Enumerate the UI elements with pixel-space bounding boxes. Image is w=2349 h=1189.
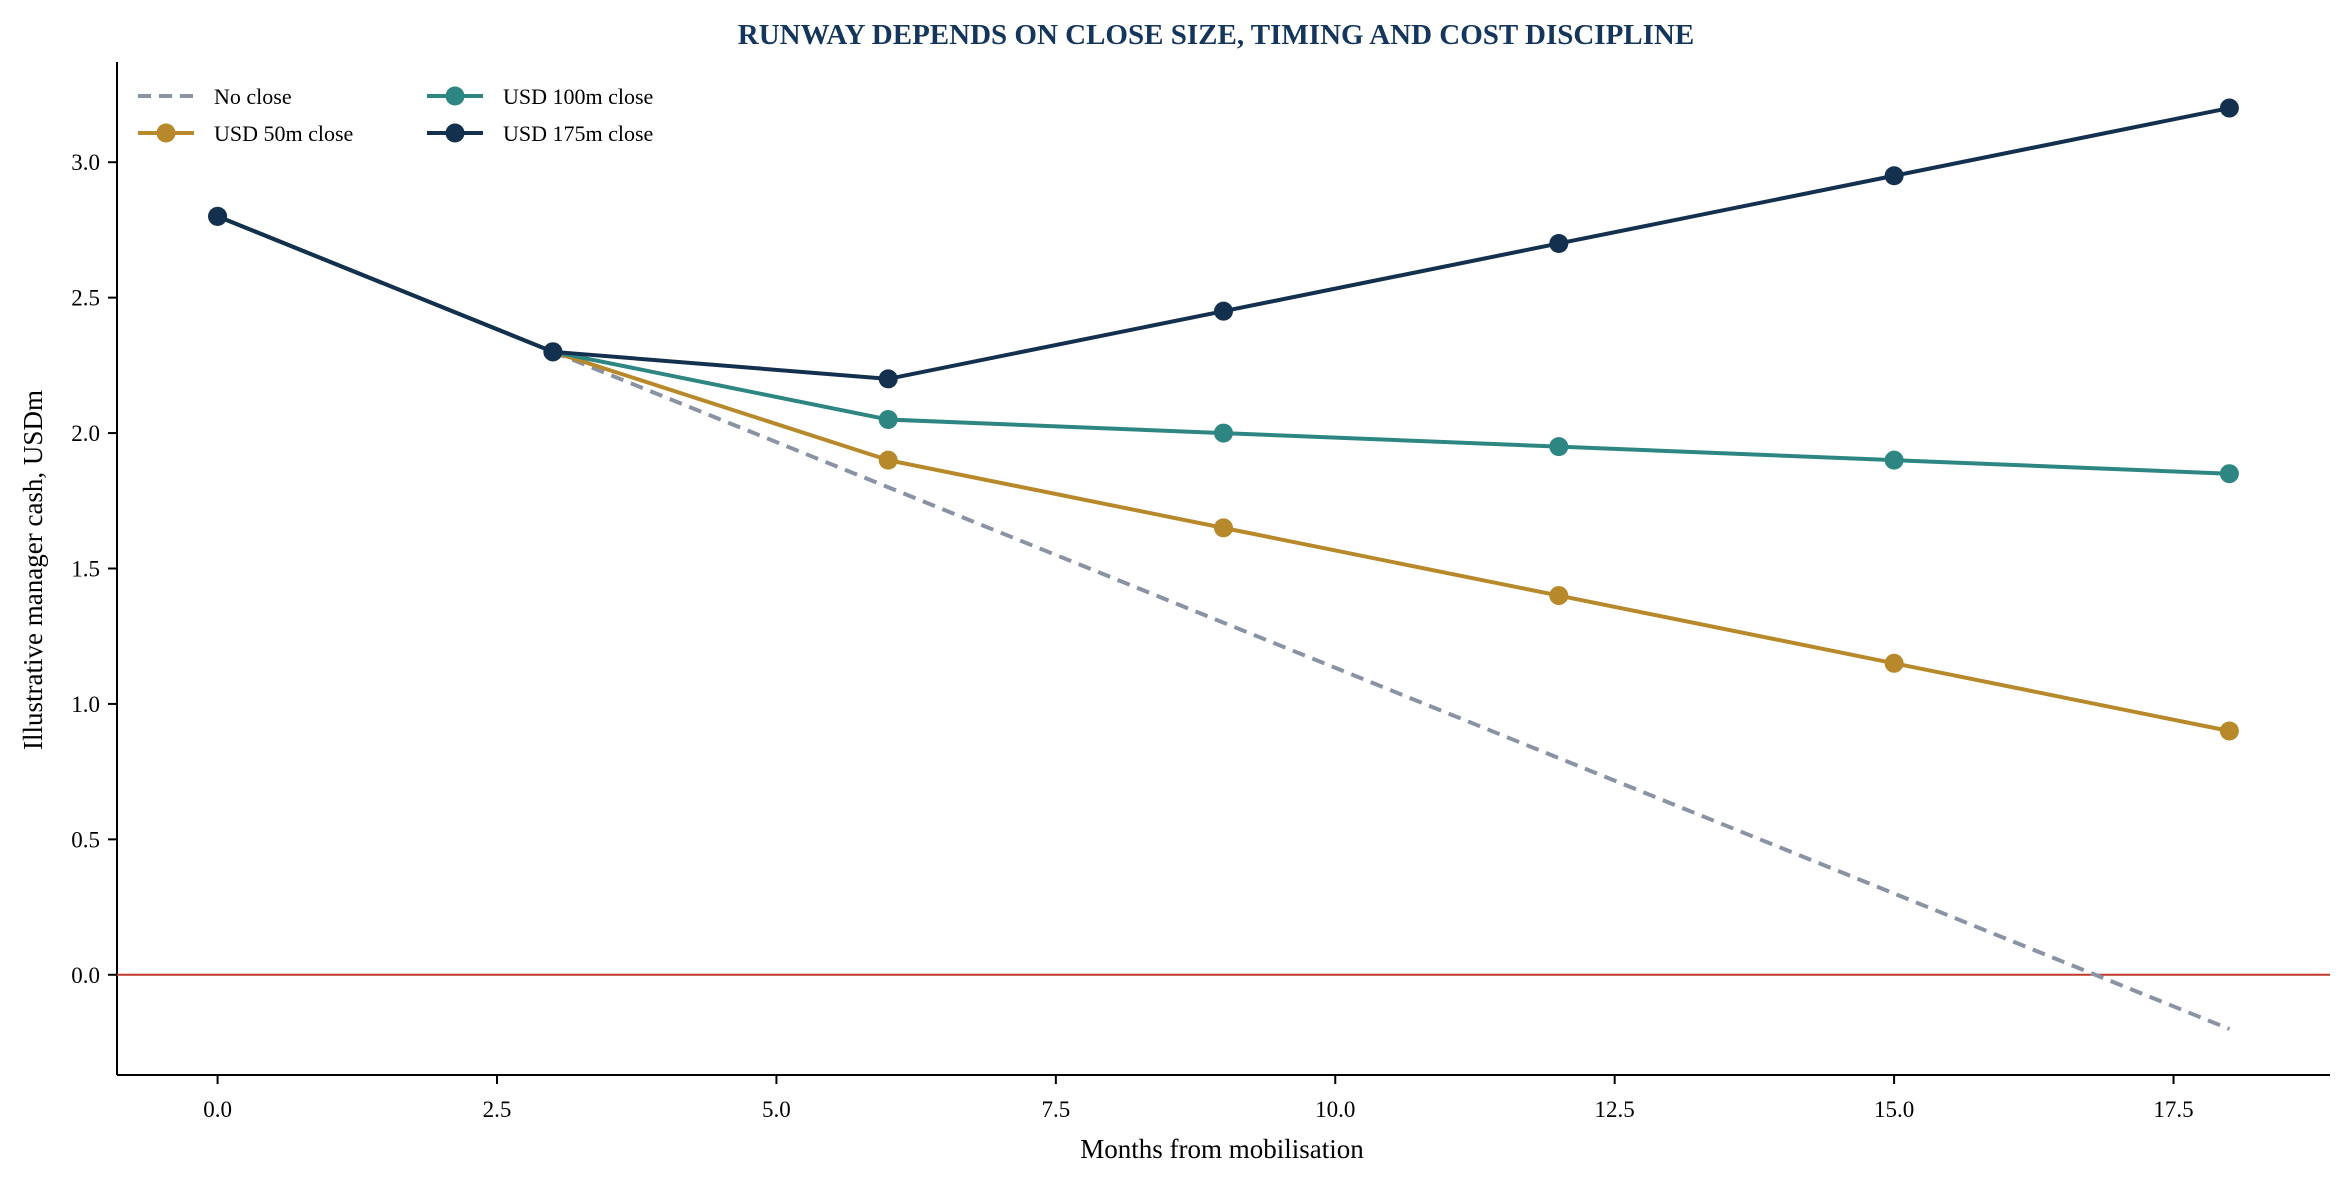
- legend-item-usd-100m-close: USD 100m close: [427, 84, 653, 109]
- data-point-usd-175m-close: [2219, 98, 2239, 118]
- legend-label: No close: [214, 84, 292, 109]
- series-usd-175m-close: [208, 98, 2239, 389]
- x-tick-label: 7.5: [1041, 1097, 1070, 1122]
- data-point-usd-175m-close: [208, 206, 228, 226]
- x-tick-label: 0.0: [203, 1097, 232, 1122]
- data-point-usd-100m-close: [1884, 450, 1904, 470]
- legend-item-no-close: No close: [138, 84, 292, 109]
- x-axis-label: Months from mobilisation: [1080, 1134, 1364, 1164]
- legend-item-usd-50m-close: USD 50m close: [138, 121, 353, 146]
- legend-marker: [445, 123, 465, 143]
- y-tick-label: 1.0: [71, 692, 100, 717]
- y-tick-label: 3.0: [71, 150, 100, 175]
- data-point-usd-175m-close: [1214, 301, 1233, 321]
- data-point-usd-175m-close: [878, 369, 898, 389]
- series-no-close: [552, 349, 2231, 1031]
- data-point-usd-100m-close: [878, 410, 898, 430]
- data-point-usd-175m-close: [1549, 233, 1569, 253]
- data-point-usd-100m-close: [1214, 423, 1233, 443]
- chart-title: RUNWAY DEPENDS ON CLOSE SIZE, TIMING AND…: [738, 19, 1694, 51]
- data-point-usd-175m-close: [1884, 166, 1904, 186]
- y-axis-label: Illustrative manager cash, USDm: [18, 390, 48, 750]
- x-tick-label: 15.0: [1874, 1097, 1914, 1122]
- y-tick-label: 0.0: [71, 963, 100, 988]
- data-point-usd-50m-close: [1884, 653, 1904, 673]
- x-tick-label: 12.5: [1595, 1097, 1635, 1122]
- data-point-usd-100m-close: [2219, 464, 2239, 484]
- series-usd-50m-close: [208, 206, 2239, 741]
- data-point-usd-50m-close: [878, 450, 898, 470]
- legend-marker: [156, 123, 176, 143]
- data-point-usd-175m-close: [543, 342, 563, 362]
- y-tick-label: 0.5: [71, 827, 100, 852]
- x-tick-label: 10.0: [1315, 1097, 1355, 1122]
- legend-label: USD 50m close: [214, 121, 353, 146]
- x-tick-label: 2.5: [483, 1097, 512, 1122]
- data-point-usd-50m-close: [2219, 721, 2239, 741]
- data-point-usd-50m-close: [1214, 518, 1233, 538]
- data-point-usd-50m-close: [1549, 586, 1569, 606]
- legend-label: USD 100m close: [503, 84, 653, 109]
- y-tick-label: 1.5: [71, 557, 100, 582]
- legend-item-usd-175m-close: USD 175m close: [427, 121, 653, 146]
- series-usd-100m-close: [208, 206, 2239, 484]
- y-tick-label: 2.5: [71, 286, 100, 311]
- series-line-no-close: [552, 349, 2231, 1031]
- series-line-usd-175m-close: [216, 106, 2230, 381]
- legend: No close USD 50m close USD 100m close USD 1…: [138, 84, 653, 146]
- x-tick-label: 17.5: [2153, 1097, 2193, 1122]
- x-tick-label: 5.0: [762, 1097, 791, 1122]
- series-line-usd-50m-close: [216, 214, 2230, 733]
- data-point-usd-100m-close: [1549, 437, 1569, 457]
- legend-marker: [445, 86, 465, 106]
- legend-label: USD 175m close: [503, 121, 653, 146]
- y-tick-label: 2.0: [71, 421, 100, 446]
- plot-area: 0.0 2.5 5.0 7.5 10.0 12.5 15.0 17.5 0.0 0.5 1.0 1.5…: [71, 62, 2330, 1122]
